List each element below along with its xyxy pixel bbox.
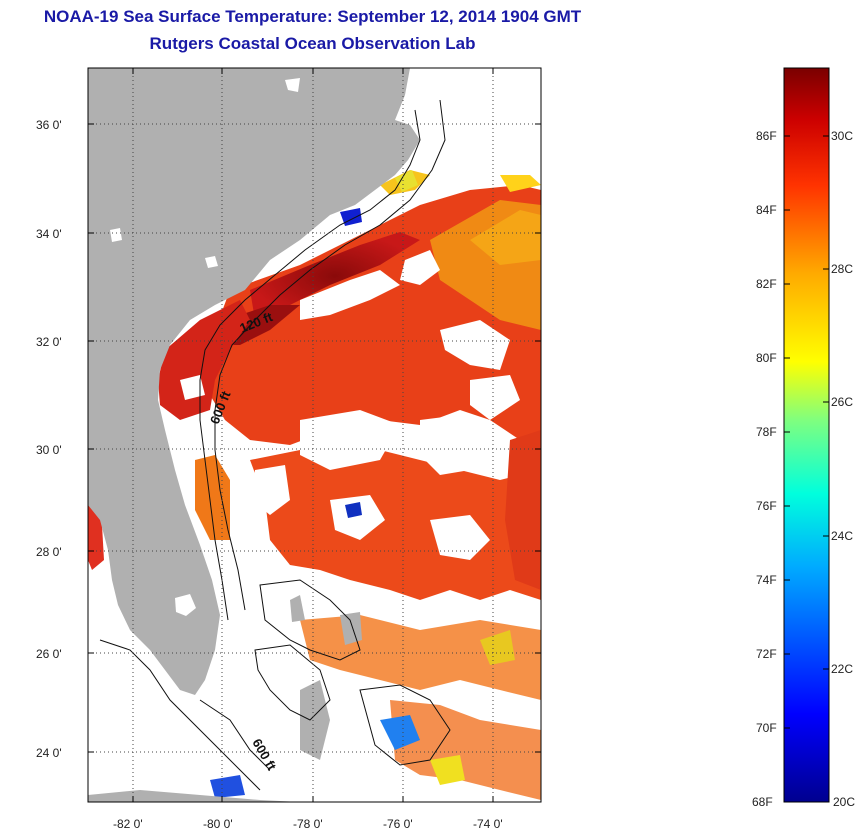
latitude-labels: 36 0' 34 0' 32 0' 30 0' 28 0' 26 0' 24 0… (36, 118, 62, 760)
colorbar-f-label: 74F (756, 573, 777, 587)
colorbar-c-label: 24C (831, 529, 853, 543)
lat-label: 30 0' (36, 443, 62, 457)
island-land (300, 680, 330, 760)
colorbar-f-label: 76F (756, 499, 777, 513)
map-title: NOAA-19 Sea Surface Temperature: Septemb… (43, 7, 582, 26)
colorbar-c-label: 20C (833, 795, 855, 809)
colorbar-c-label: 26C (831, 395, 853, 409)
colorbar-ticks (784, 135, 829, 729)
cuba-land (88, 790, 300, 802)
colorbar-f-label: 86F (756, 129, 777, 143)
map-subtitle: Rutgers Coastal Ocean Observation Lab (149, 34, 476, 53)
lon-label: -78 0' (293, 817, 323, 831)
colorbar-f-label: 68F (752, 795, 773, 809)
bathymetry-contours (99, 99, 451, 791)
colorbar-c-label: 22C (831, 662, 853, 676)
sst-ocean-field (158, 170, 541, 800)
longitude-labels: -82 0' -80 0' -78 0' -76 0' -74 0' (113, 817, 503, 831)
colorbar-c-label: 30C (831, 129, 853, 143)
colorbar-f-label: 78F (756, 425, 777, 439)
land-mass (88, 68, 420, 695)
lon-label: -74 0' (473, 817, 503, 831)
lat-label: 28 0' (36, 545, 62, 559)
lat-label: 26 0' (36, 647, 62, 661)
lat-label: 34 0' (36, 227, 62, 241)
lake-okeechobee (175, 594, 196, 616)
island-land-2 (290, 595, 305, 622)
lat-label: 32 0' (36, 335, 62, 349)
inland-lake (205, 256, 218, 268)
frame-ticks (88, 68, 541, 802)
map-frame (87, 67, 542, 803)
colorbar-f-label: 84F (756, 203, 777, 217)
colorbar-f-label: 70F (756, 721, 777, 735)
colorbar-f-label: 80F (756, 351, 777, 365)
colorbar-f-label: 72F (756, 647, 777, 661)
lon-label: -80 0' (203, 817, 233, 831)
lat-label: 24 0' (36, 746, 62, 760)
lon-label: -76 0' (383, 817, 413, 831)
colorbar: 86F 84F 82F 80F 78F 76F 74F 72F 70F 68F … (752, 67, 855, 809)
lat-label: 36 0' (36, 118, 62, 132)
map-panel: 120 ft 600 ft 600 ft (87, 67, 542, 803)
lon-label: -82 0' (113, 817, 143, 831)
inland-lake-2 (285, 78, 300, 92)
colorbar-scale (783, 67, 830, 803)
colorbar-c-label: 28C (831, 262, 853, 276)
colorbar-f-label: 82F (756, 277, 777, 291)
island-land-3 (340, 612, 362, 645)
inland-lake-3 (110, 228, 122, 242)
